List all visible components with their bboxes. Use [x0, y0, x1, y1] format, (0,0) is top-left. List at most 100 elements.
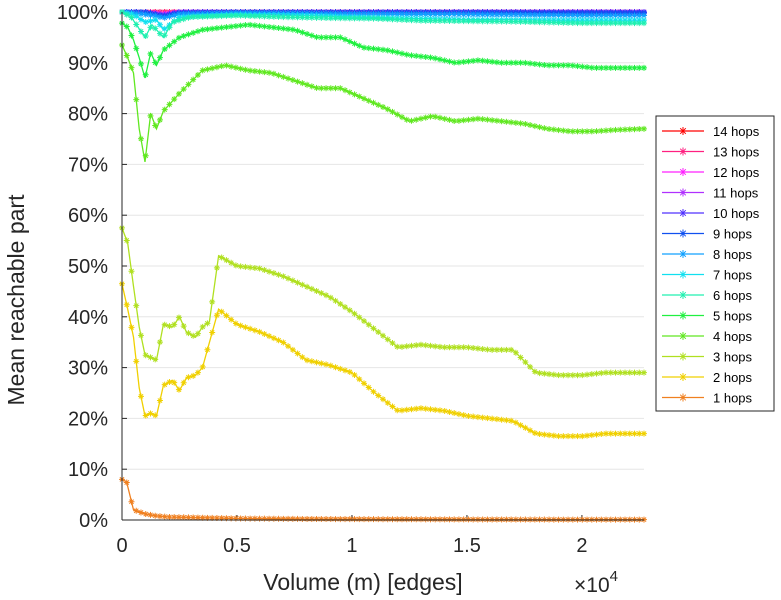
series-lines	[119, 9, 647, 523]
series-marker	[380, 332, 386, 339]
series-marker	[508, 417, 515, 424]
series-marker	[261, 13, 268, 20]
series-marker	[541, 125, 548, 132]
series-marker	[422, 342, 429, 349]
series-marker	[631, 369, 638, 376]
series-marker	[128, 64, 135, 71]
series-marker	[346, 38, 353, 45]
series-marker	[512, 18, 519, 25]
series-marker	[607, 12, 614, 19]
series-marker	[484, 18, 491, 25]
series-marker	[266, 69, 273, 76]
series-marker	[133, 45, 140, 52]
series-marker	[493, 346, 500, 353]
series-marker	[332, 297, 339, 304]
series-marker	[209, 329, 216, 336]
series-marker	[403, 11, 410, 18]
series-marker	[251, 13, 258, 20]
series-marker	[527, 363, 534, 370]
series-marker	[465, 11, 472, 18]
series-marker	[394, 407, 401, 414]
series-marker	[256, 13, 263, 20]
series-marker	[275, 13, 282, 20]
x-tick-label: 1.5	[453, 535, 481, 557]
series-marker	[285, 275, 292, 282]
series-marker	[579, 63, 586, 70]
x-tick-label: 0.5	[223, 535, 251, 557]
series-marker	[351, 516, 358, 523]
series-marker	[232, 64, 239, 71]
x-tick-label: 1	[346, 535, 357, 557]
series-marker	[313, 34, 320, 41]
series-marker	[408, 117, 415, 124]
series-marker	[598, 431, 605, 438]
series-marker	[247, 12, 254, 19]
series-marker	[133, 96, 140, 103]
series-marker	[275, 271, 282, 278]
series-marker	[636, 20, 643, 27]
series-marker	[380, 103, 386, 110]
series-marker	[180, 16, 187, 23]
series-marker	[346, 15, 353, 22]
series-marker	[142, 11, 149, 18]
series-marker	[489, 18, 496, 25]
series-marker	[128, 11, 135, 18]
series-marker	[323, 85, 330, 92]
series-marker	[574, 20, 581, 27]
series-marker	[365, 321, 372, 328]
series-marker	[304, 283, 311, 290]
series-marker	[346, 307, 353, 314]
series-marker	[441, 57, 448, 64]
series-marker	[531, 19, 538, 26]
series-marker	[361, 318, 368, 325]
series-marker	[569, 372, 576, 379]
series-marker	[199, 514, 206, 521]
series-marker	[375, 329, 382, 336]
y-tick-label: 30%	[68, 358, 108, 380]
series-marker	[598, 127, 605, 134]
series-marker	[175, 514, 182, 521]
series-marker	[209, 65, 216, 72]
series-marker	[161, 32, 168, 39]
series-marker	[256, 265, 263, 272]
series-marker	[470, 413, 477, 420]
series-marker	[536, 61, 543, 68]
series-marker	[565, 372, 572, 379]
series-marker	[266, 268, 273, 275]
legend-marker	[679, 229, 687, 238]
series-marker	[636, 369, 643, 376]
series-marker	[593, 431, 600, 438]
series-marker	[455, 11, 462, 18]
series-marker	[474, 11, 481, 18]
series-marker	[213, 264, 220, 271]
series-marker	[313, 359, 320, 366]
series-marker	[612, 64, 619, 71]
series-marker	[370, 15, 377, 22]
y-tick-label: 0%	[79, 510, 108, 532]
series-marker	[380, 396, 386, 403]
series-marker	[489, 415, 496, 422]
series-marker	[389, 11, 396, 18]
series-marker	[531, 60, 538, 67]
series-marker	[194, 514, 201, 521]
series-marker	[342, 516, 349, 523]
series-marker	[398, 50, 405, 57]
series-marker	[332, 34, 339, 41]
series-marker	[337, 85, 344, 92]
series-marker	[427, 17, 434, 24]
series-marker	[337, 15, 344, 22]
series-marker	[137, 332, 144, 339]
series-marker	[361, 516, 368, 523]
series-marker	[470, 344, 477, 351]
series-marker	[565, 433, 572, 440]
series-marker	[479, 57, 486, 64]
series-marker	[622, 20, 629, 27]
series-marker	[128, 268, 135, 275]
series-marker	[522, 120, 529, 127]
series-marker	[517, 422, 524, 429]
legend-label: 6 hops	[713, 288, 753, 303]
series-marker	[304, 30, 311, 37]
series-marker	[531, 12, 538, 19]
series-marker	[218, 308, 225, 315]
